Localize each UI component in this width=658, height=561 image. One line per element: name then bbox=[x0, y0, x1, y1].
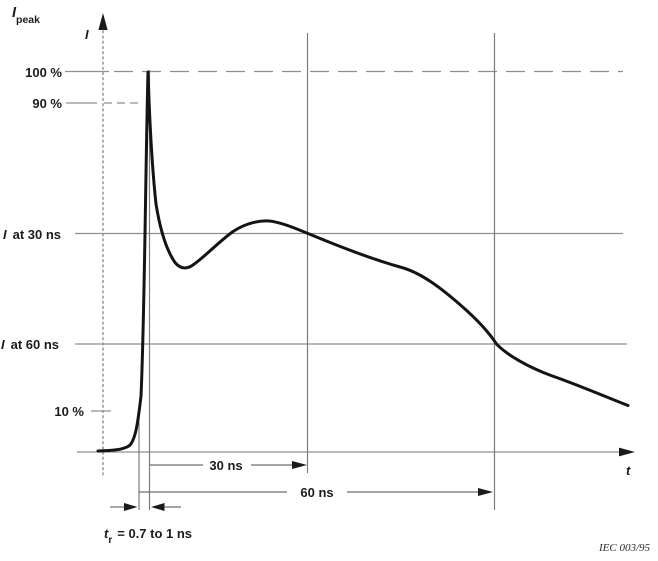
dim-60ns-arrow-icon bbox=[478, 488, 493, 496]
y-axis-label: I bbox=[85, 27, 89, 42]
tick-label-100: 100 % bbox=[25, 65, 62, 80]
dim-label-30ns: 30 ns bbox=[209, 458, 242, 473]
rise-time-arrow-left-icon bbox=[124, 503, 138, 511]
tick-label-90: 90 % bbox=[32, 96, 62, 111]
current-curve bbox=[96, 70, 630, 453]
rise-time-label: tr = 0.7 to 1 ns bbox=[104, 526, 192, 546]
dim-30ns-arrow-icon bbox=[292, 461, 307, 469]
dim-label-60ns: 60 ns bbox=[300, 485, 333, 500]
rise-time-arrow-right-icon bbox=[151, 503, 165, 511]
peak-label: Ipeak bbox=[12, 5, 40, 26]
y-axis-arrow-icon bbox=[98, 13, 108, 30]
tick-label-10: 10 % bbox=[54, 404, 84, 419]
figure-credit: IEC 003/95 bbox=[598, 542, 651, 554]
x-axis-label: t bbox=[626, 463, 631, 478]
t-axis-arrow-icon bbox=[619, 447, 635, 457]
